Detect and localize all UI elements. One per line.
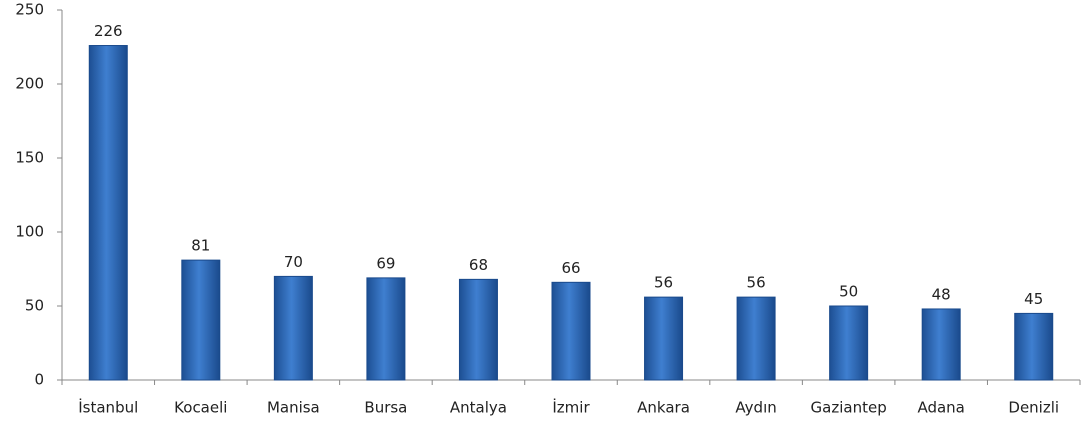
bar: [736, 296, 776, 381]
bar: [88, 45, 128, 381]
x-tick-label: İzmir: [552, 398, 590, 417]
x-tick-label: Aydın: [735, 399, 776, 417]
data-label: 45: [1024, 290, 1043, 308]
data-label: 50: [839, 283, 858, 301]
bar: [644, 296, 684, 381]
x-tick-label: Antalya: [450, 399, 507, 417]
data-label: 70: [284, 253, 303, 271]
bar: [551, 281, 591, 381]
data-label: 66: [561, 259, 580, 277]
x-tick-label: Kocaeli: [174, 399, 227, 417]
x-tick-label: Gaziantep: [811, 399, 887, 417]
y-tick-label: 0: [34, 371, 44, 389]
data-label: 56: [654, 274, 673, 292]
data-label: 81: [191, 237, 210, 255]
bar: [458, 278, 498, 381]
data-label: 48: [932, 285, 951, 303]
x-tick-label: İstanbul: [78, 398, 138, 417]
y-tick-label: 200: [15, 75, 44, 93]
data-label: 69: [376, 254, 395, 272]
data-label: 56: [747, 274, 766, 292]
y-tick-label: 150: [15, 149, 44, 167]
x-tick-label: Denizli: [1008, 399, 1059, 417]
x-tick-label: Manisa: [267, 399, 320, 417]
data-label: 226: [94, 22, 123, 40]
bar: [921, 308, 961, 381]
x-tick-label: Bursa: [364, 399, 407, 417]
y-tick-label: 250: [15, 1, 44, 19]
x-tick-label: Adana: [917, 399, 964, 417]
bar: [829, 305, 869, 381]
bar: [366, 277, 406, 381]
data-label: 68: [469, 256, 488, 274]
bar: [181, 259, 221, 381]
bar: [1014, 312, 1054, 381]
bar: [273, 275, 313, 381]
y-tick-label: 100: [15, 223, 44, 241]
x-tick-label: Ankara: [637, 399, 690, 417]
y-tick-label: 50: [25, 297, 44, 315]
